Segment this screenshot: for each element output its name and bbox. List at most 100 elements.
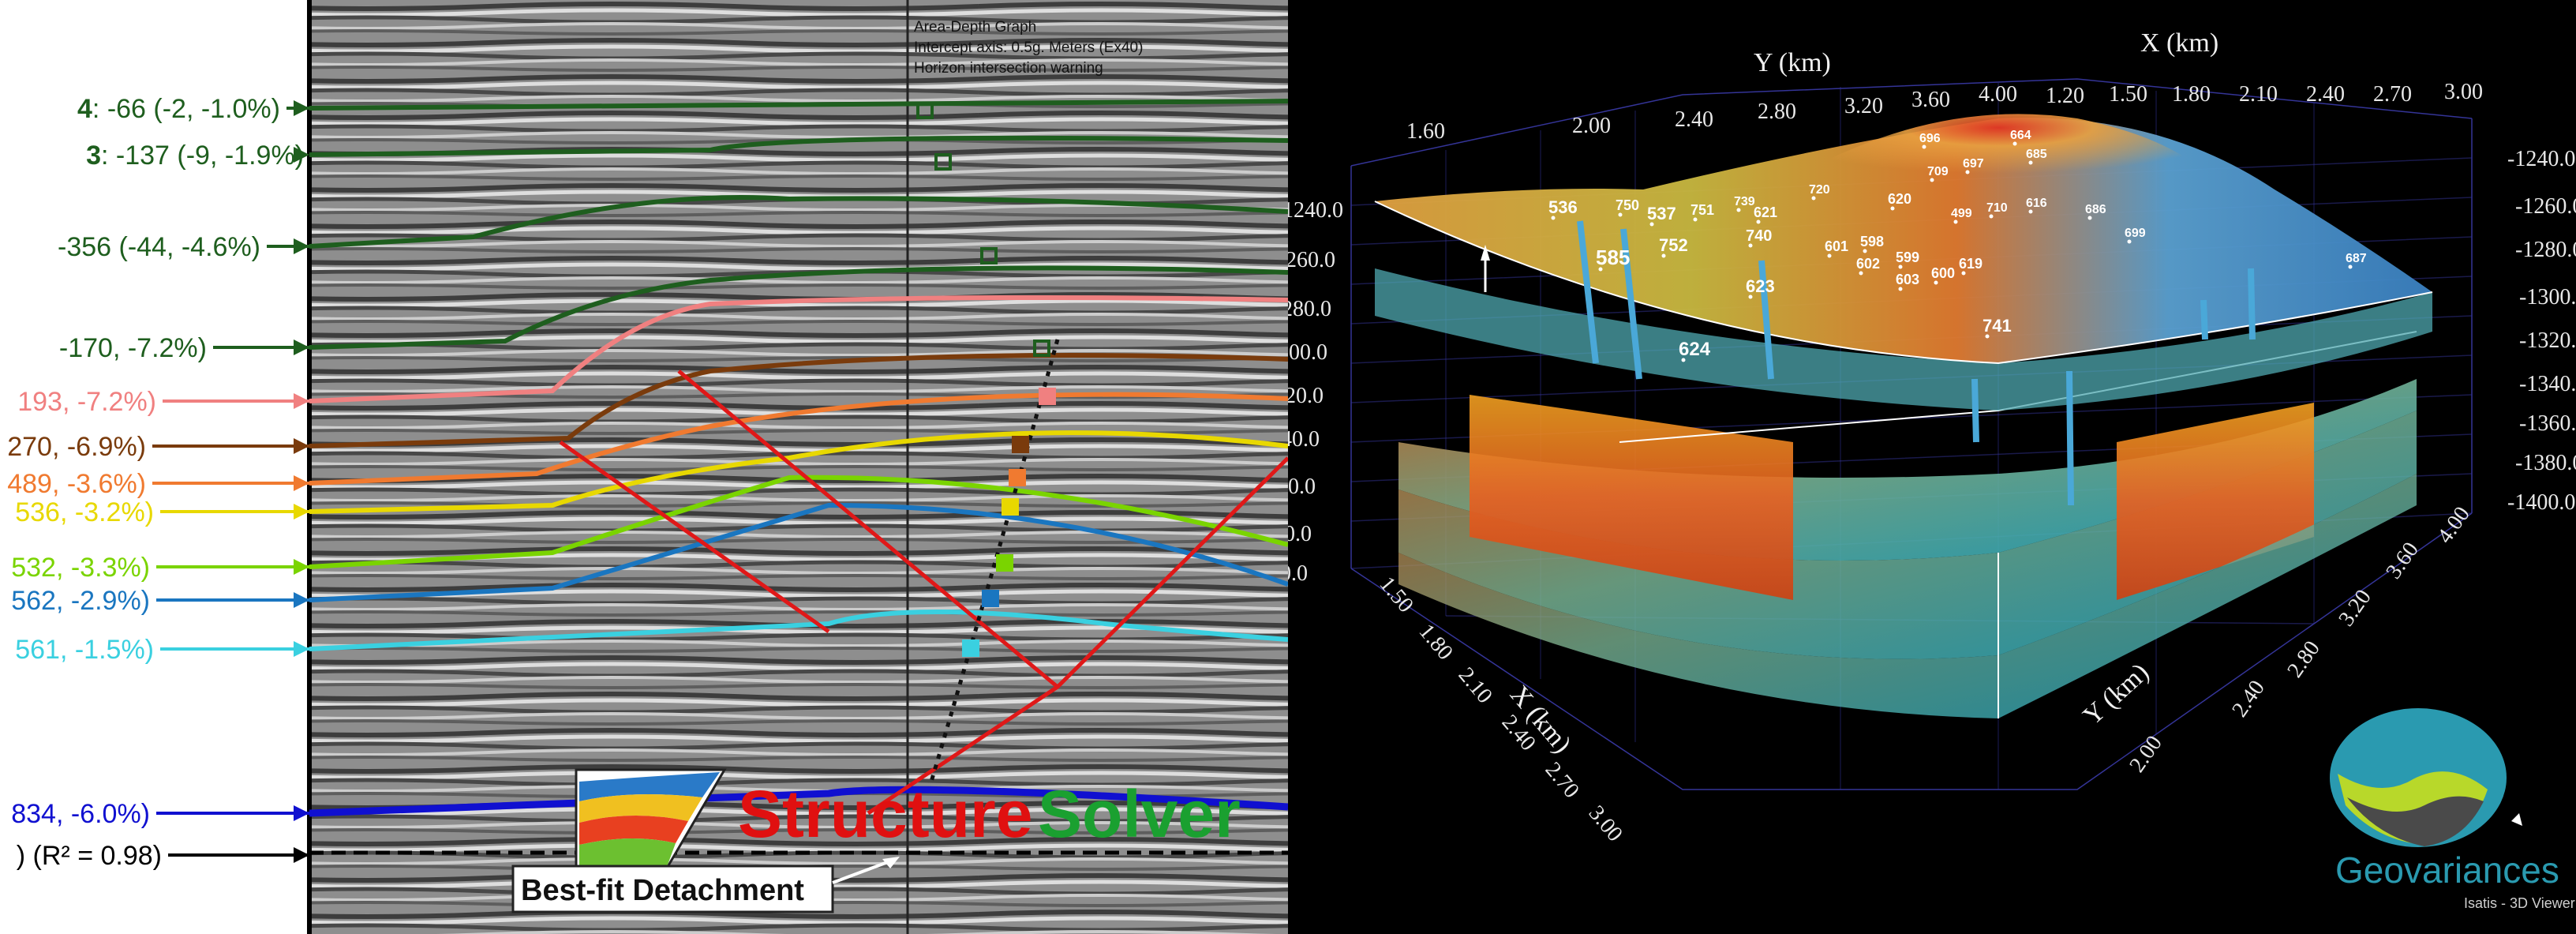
well-label: 603 — [1896, 272, 1919, 287]
horizon-label-text: : -137 (-9, -1.9%) — [101, 141, 304, 171]
well-dot — [1598, 267, 1603, 272]
leader-arrow — [294, 475, 309, 491]
well-label: 752 — [1659, 235, 1688, 255]
well-label: 537 — [1647, 204, 1676, 223]
well-label: 585 — [1596, 246, 1630, 269]
horizon-label-text: 489, -3.6%) — [7, 469, 146, 499]
well-dot — [1922, 144, 1926, 149]
tick-label: -1280.0 — [2515, 238, 2576, 262]
tick-label: 2.70 — [2373, 82, 2412, 107]
well-dot — [1965, 170, 1970, 174]
top-surface — [1374, 114, 2433, 365]
well-label: 616 — [2026, 197, 2047, 210]
tick-label: -1280.0 — [1288, 297, 1331, 321]
tick-label: 2.10 — [2239, 82, 2278, 107]
well-dot — [1618, 212, 1623, 217]
well-dot — [1736, 208, 1741, 212]
fault-3 — [867, 456, 1288, 816]
middle-surface — [1375, 268, 2432, 411]
well-dot — [1898, 264, 1903, 269]
tick-label: 3.60 — [1911, 88, 1950, 112]
brand-name: Geovariances — [2335, 850, 2559, 891]
fault-2 — [559, 440, 830, 634]
horizon-label: 562, -2.9%) — [11, 586, 150, 616]
tick-label: -1260.0 — [2515, 194, 2576, 219]
well-dot — [2348, 264, 2353, 269]
well-dot — [1859, 271, 1863, 276]
well-dot — [1953, 219, 1958, 224]
horizon-356 — [309, 195, 1288, 249]
tick-label: -1340.0 — [1288, 427, 1320, 452]
tick-label: -1320.0 — [2519, 328, 2576, 353]
well-dot — [1961, 271, 1966, 276]
viewer-3d-svg: 536 750 537 751 739 720 621 620 696 709 697 664 685 4… — [1288, 28, 2576, 911]
well-label: 621 — [1754, 204, 1777, 220]
tick-label: -1360.0 — [2519, 411, 2576, 436]
horizon-label: 3: -137 (-9, -1.9%) — [86, 141, 304, 171]
horizon-3 — [309, 135, 1288, 157]
well-dot — [2012, 141, 2017, 146]
tick-label: 2.00 — [1572, 114, 1611, 138]
leader-arrow — [294, 339, 309, 355]
leader-arrow — [294, 805, 309, 821]
well-dot — [1930, 178, 1934, 182]
y-axis-title-top: Y (km) — [1754, 48, 1831, 77]
horizon-label: 270, -6.9%) — [7, 432, 146, 462]
well-dot — [1811, 196, 1816, 201]
leader-arrow — [294, 147, 309, 163]
horizon-label-text: 536, -3.2%) — [15, 497, 154, 527]
leader-arrow — [294, 393, 309, 409]
well-label: 601 — [1825, 238, 1848, 254]
tick-label: 1.50 — [2109, 82, 2147, 107]
horizon-562 — [309, 502, 1288, 602]
well-dot — [1863, 249, 1867, 253]
well-dot — [1661, 253, 1666, 258]
well-dot — [1551, 216, 1556, 220]
tick-label: 2.70 — [1541, 758, 1584, 803]
horizon-label-text: -170, -7.2%) — [59, 333, 207, 363]
horizon-4 — [309, 99, 1288, 111]
tick-label: 3.00 — [1584, 801, 1627, 846]
seismic-svg: Area-Depth Graph Intercept axis: 0.5g. M… — [7, 0, 1288, 934]
well-dot — [1934, 280, 1938, 285]
well-label: 664 — [2010, 129, 2031, 142]
well-label: 699 — [2125, 227, 2146, 240]
well-dot — [1989, 214, 1994, 219]
tick-label: 1.60 — [1406, 119, 1445, 144]
tick-label: 3.00 — [2444, 80, 2483, 104]
tick-label: -1300.0 — [2519, 285, 2576, 309]
horizon-label-prefix: 4 — [77, 94, 92, 124]
tick-label: -1240.0 — [2507, 147, 2575, 171]
graph-info-line1: Intercept axis: 0.5g. Meters (Ex40) — [914, 39, 1143, 56]
well-label: 720 — [1809, 183, 1830, 197]
graph-info-line2: Horizon intersection warning — [914, 60, 1103, 77]
horizon-label-text: 561, -1.5%) — [15, 635, 154, 665]
well-label: 620 — [1888, 191, 1911, 207]
tick-label: 2.00 — [2125, 731, 2166, 777]
well-dot — [2028, 209, 2033, 214]
horizon-label: 193, -7.2%) — [17, 387, 156, 417]
tick-label: -1260.0 — [1288, 248, 1335, 272]
leader-arrow — [294, 438, 309, 454]
leader-arrow — [294, 592, 309, 608]
well-label: 710 — [1986, 201, 2008, 215]
well-dot — [1649, 222, 1654, 227]
leader-arrow — [294, 847, 309, 863]
horizon-834 — [309, 786, 1288, 817]
horizon-label-text: 834, -6.0%) — [11, 799, 150, 829]
horizon-label-text: -356 (-44, -4.6%) — [58, 232, 260, 262]
tick-label: 4.00 — [2432, 502, 2474, 548]
horizon-label: 834, -6.0%) — [11, 799, 150, 829]
tick-label: 2.40 — [1675, 107, 1713, 132]
best-fit-label: Best-fit Detachment — [521, 874, 804, 907]
tick-label: -1360.0 — [1288, 475, 1316, 499]
well-label: 687 — [2346, 252, 2367, 265]
well-label: 696 — [1919, 132, 1941, 145]
well-label: 599 — [1896, 249, 1919, 265]
tick-label: 1.80 — [2172, 82, 2211, 107]
horizon-label: 561, -1.5%) — [15, 635, 154, 665]
well-label: 600 — [1931, 265, 1955, 281]
horizon-label-prefix: 3 — [86, 141, 101, 171]
well-label: 740 — [1746, 227, 1772, 245]
horizon-label-text: 270, -6.9%) — [7, 432, 146, 462]
